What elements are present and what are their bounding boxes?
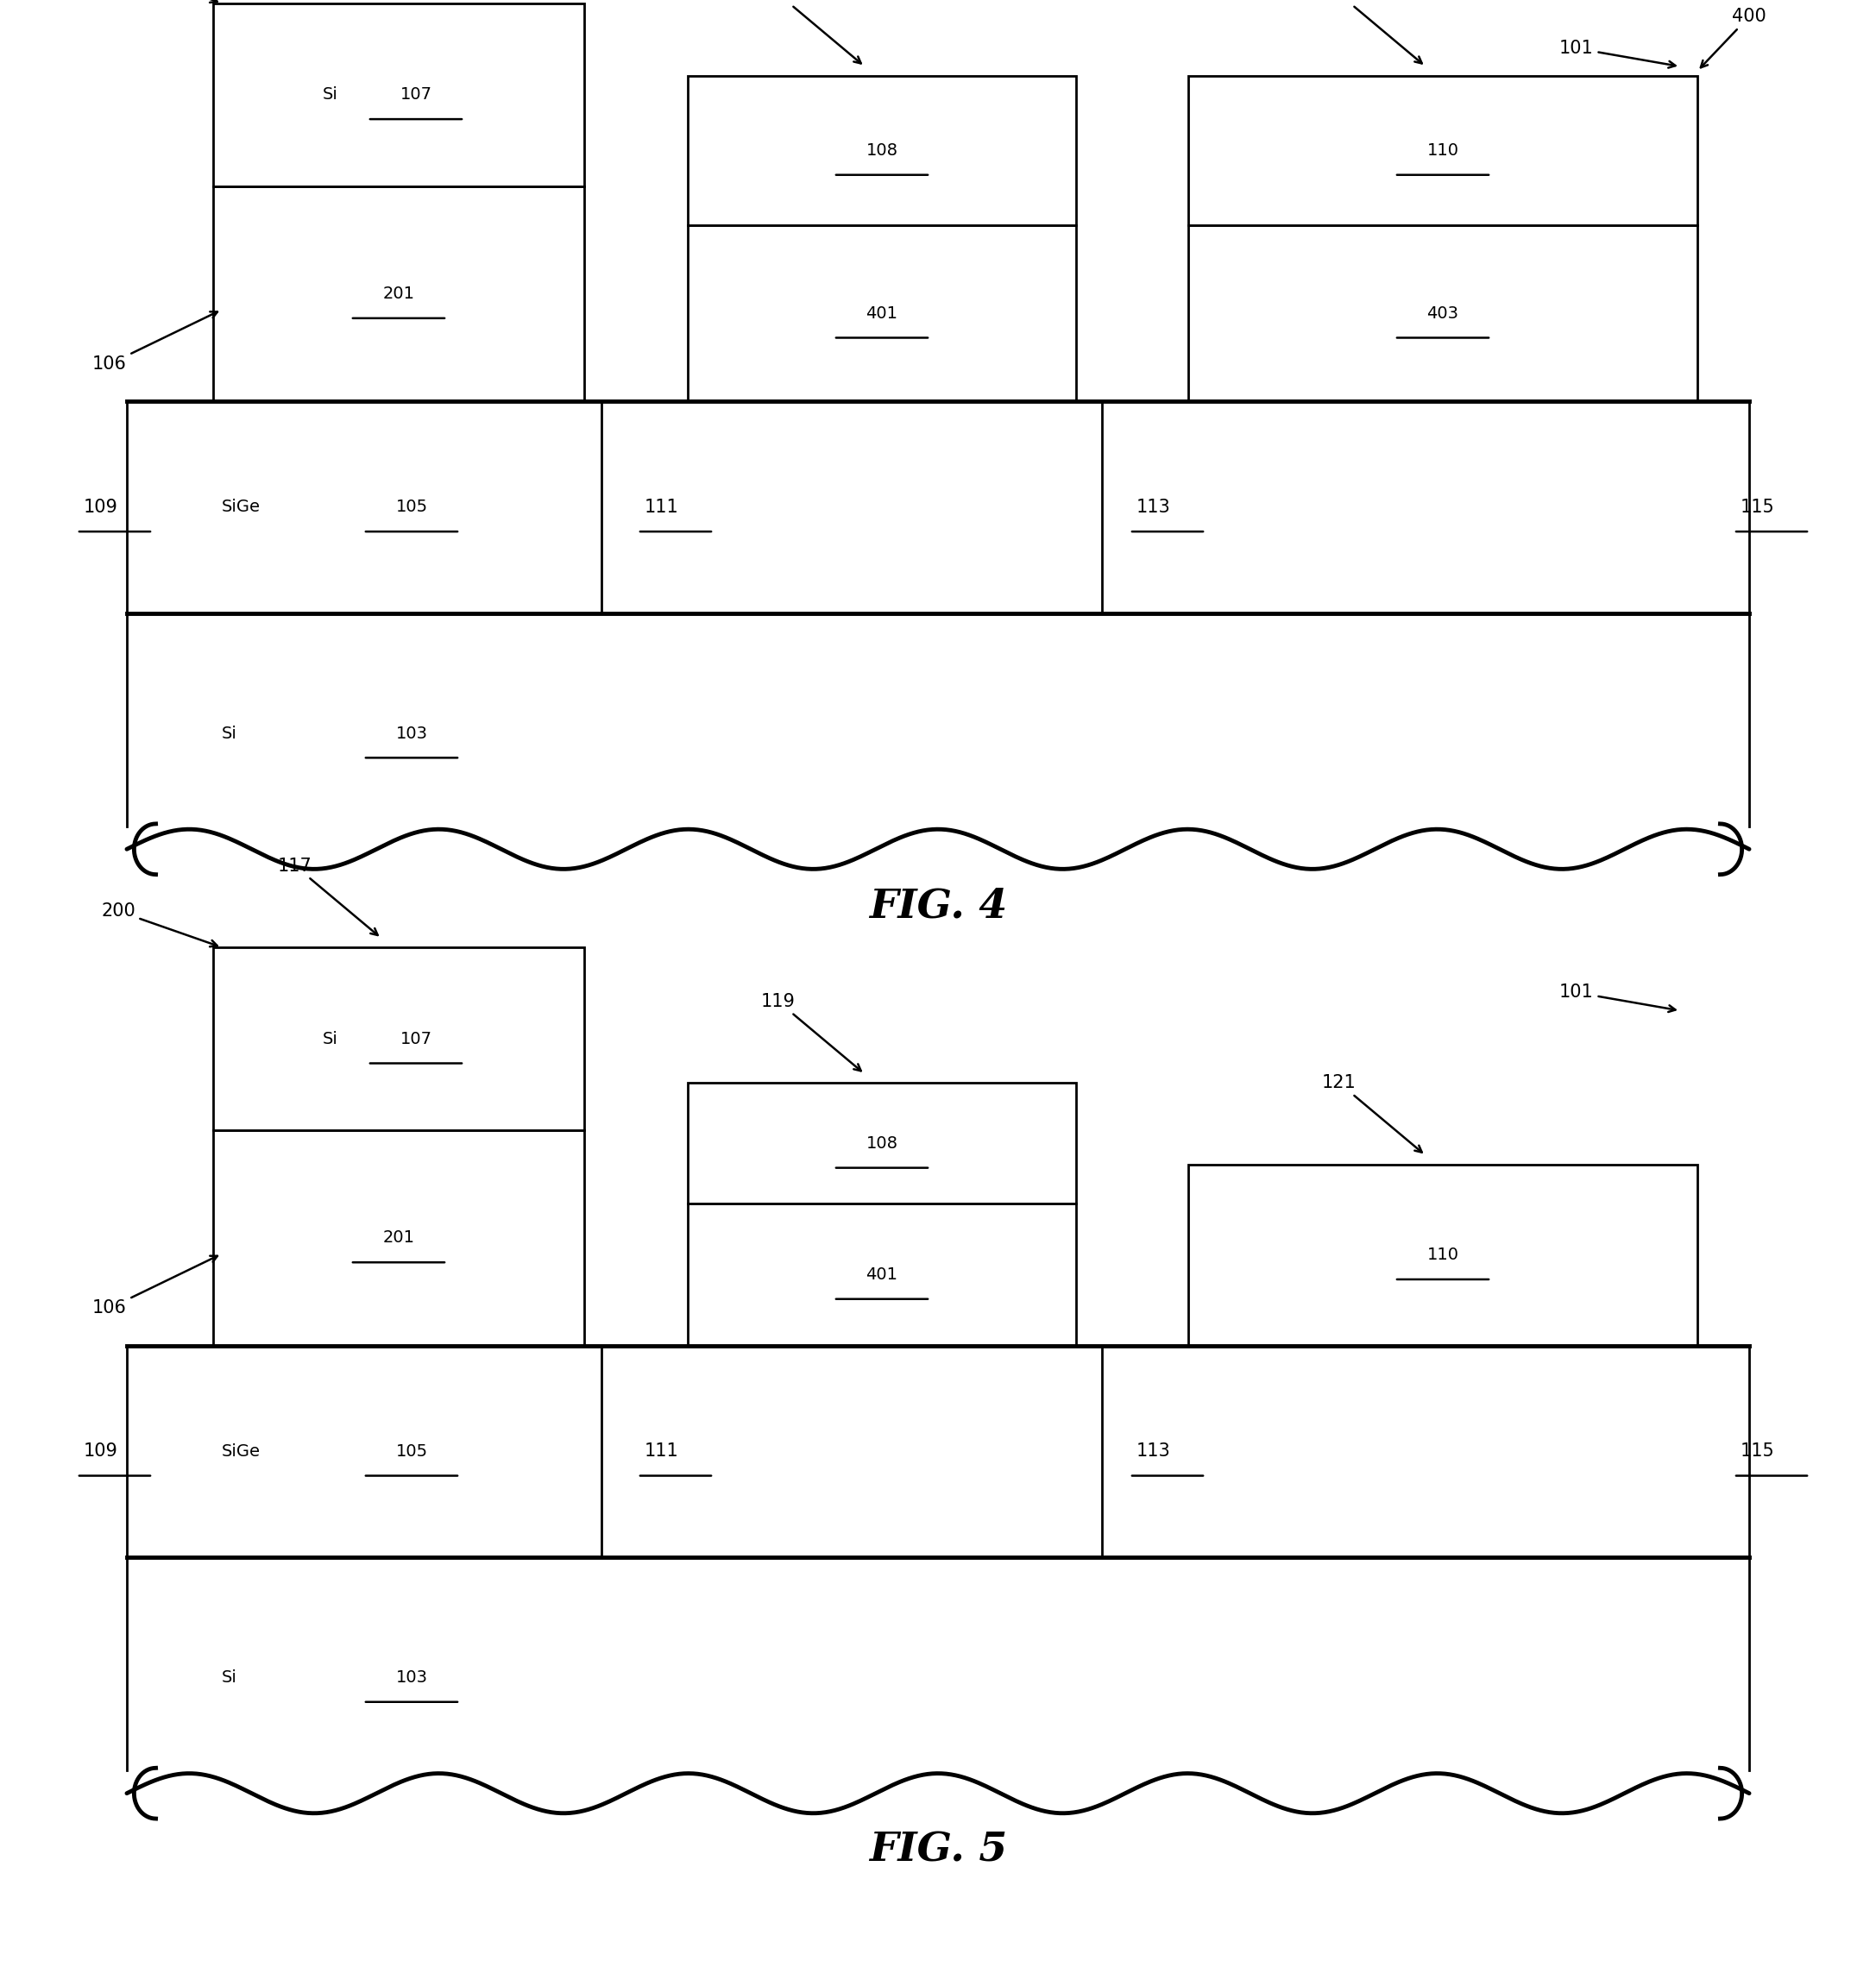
Text: 400: 400 <box>1702 8 1765 67</box>
Text: 111: 111 <box>645 498 679 515</box>
Text: FIG. 5: FIG. 5 <box>869 1831 1007 1871</box>
Text: 113: 113 <box>1137 498 1171 515</box>
Text: 103: 103 <box>396 726 428 742</box>
Bar <box>1188 1164 1698 1345</box>
Bar <box>688 226 1077 401</box>
Bar <box>688 1084 1077 1204</box>
Text: 201: 201 <box>383 285 415 303</box>
Text: 115: 115 <box>1741 1442 1775 1460</box>
Text: 107: 107 <box>400 87 431 102</box>
Text: 200: 200 <box>101 0 218 2</box>
Text: Si: Si <box>221 726 236 742</box>
Text: 101: 101 <box>1559 984 1675 1011</box>
Bar <box>214 187 583 401</box>
Bar <box>688 75 1077 226</box>
Text: 115: 115 <box>1741 498 1775 515</box>
Text: 121: 121 <box>1323 0 1422 63</box>
Text: 111: 111 <box>645 1442 679 1460</box>
Text: 113: 113 <box>1137 1442 1171 1460</box>
Bar <box>214 1131 583 1345</box>
Bar <box>214 4 583 187</box>
Text: 401: 401 <box>867 305 899 321</box>
Text: 200: 200 <box>101 903 218 946</box>
Text: 106: 106 <box>92 1255 218 1316</box>
Text: 106: 106 <box>92 311 218 372</box>
Bar <box>688 1204 1077 1345</box>
Text: Si: Si <box>323 87 338 102</box>
Bar <box>1188 75 1698 226</box>
Text: 119: 119 <box>762 0 861 63</box>
Text: 108: 108 <box>867 1135 899 1151</box>
Text: 105: 105 <box>396 500 428 515</box>
Text: 107: 107 <box>400 1031 431 1046</box>
Text: 109: 109 <box>84 1442 118 1460</box>
Text: 110: 110 <box>1428 1247 1460 1263</box>
Text: 103: 103 <box>396 1670 428 1686</box>
Text: 110: 110 <box>1428 142 1460 159</box>
Text: FIG. 4: FIG. 4 <box>869 887 1007 926</box>
Bar <box>214 948 583 1131</box>
Text: 119: 119 <box>762 993 861 1070</box>
Text: 101: 101 <box>1559 39 1675 67</box>
Text: 109: 109 <box>84 498 118 515</box>
Text: Si: Si <box>323 1031 338 1046</box>
Text: SiGe: SiGe <box>221 1444 261 1460</box>
Text: Si: Si <box>221 1670 236 1686</box>
Text: 117: 117 <box>278 858 377 934</box>
Text: 108: 108 <box>867 142 899 159</box>
Text: 201: 201 <box>383 1229 415 1247</box>
Text: SiGe: SiGe <box>221 500 261 515</box>
Text: 401: 401 <box>867 1267 899 1282</box>
Text: 105: 105 <box>396 1444 428 1460</box>
Bar <box>1188 226 1698 401</box>
Text: 121: 121 <box>1323 1074 1422 1153</box>
Text: 403: 403 <box>1428 305 1460 321</box>
